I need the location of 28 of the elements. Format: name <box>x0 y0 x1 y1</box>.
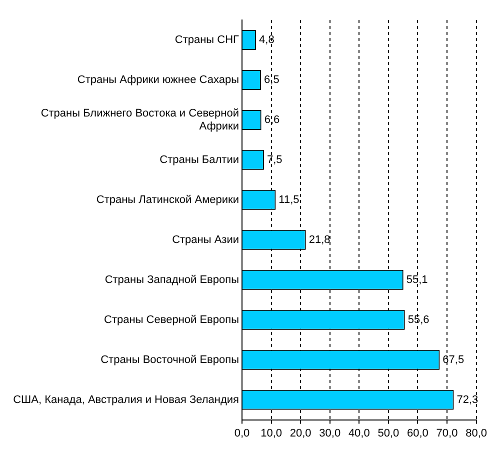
x-tick-label: 40,0 <box>348 427 370 440</box>
x-tick-label: 70,0 <box>436 427 458 440</box>
x-tick-label: 60,0 <box>407 427 428 440</box>
data-label: 7,5 <box>266 154 282 166</box>
y-tick-label: Страны Ближнего Востока и Северной Африки <box>40 107 239 133</box>
y-tick-label: Страны Балтии <box>160 154 239 166</box>
x-tick-label: 50,0 <box>378 427 400 440</box>
y-tick-label: Страны Латинской Америки <box>96 194 239 206</box>
data-label: 55,6 <box>408 314 430 326</box>
data-label: 11,5 <box>278 194 300 206</box>
y-tick-label: Страны Африки южнее Сахары <box>77 74 240 86</box>
y-tick-label: Страны СНГ <box>174 34 240 46</box>
data-label: 4,8 <box>259 34 274 46</box>
data-label: 6,5 <box>264 74 280 86</box>
x-tick-label: 10,0 <box>260 427 282 440</box>
data-label: 21,8 <box>308 234 330 246</box>
data-label: 72,3 <box>456 394 478 406</box>
x-tick-label: 80,0 <box>466 427 488 440</box>
x-tick-label: 0,0 <box>234 427 250 440</box>
y-tick-label: США, Канада, Австралия и Новая Зеландия <box>13 394 240 406</box>
y-tick-label: Страны Азии <box>172 234 239 246</box>
y-tick-label: Страны Северной Европы <box>104 314 240 326</box>
data-label: 6,6 <box>264 114 280 126</box>
x-tick-label: 30,0 <box>319 427 341 440</box>
y-tick-label: Страны Западной Европы <box>104 274 240 286</box>
y-tick-label: Страны Восточной Европы <box>100 354 240 366</box>
data-label: 55,1 <box>406 274 428 286</box>
x-tick-label: 20,0 <box>290 427 312 440</box>
